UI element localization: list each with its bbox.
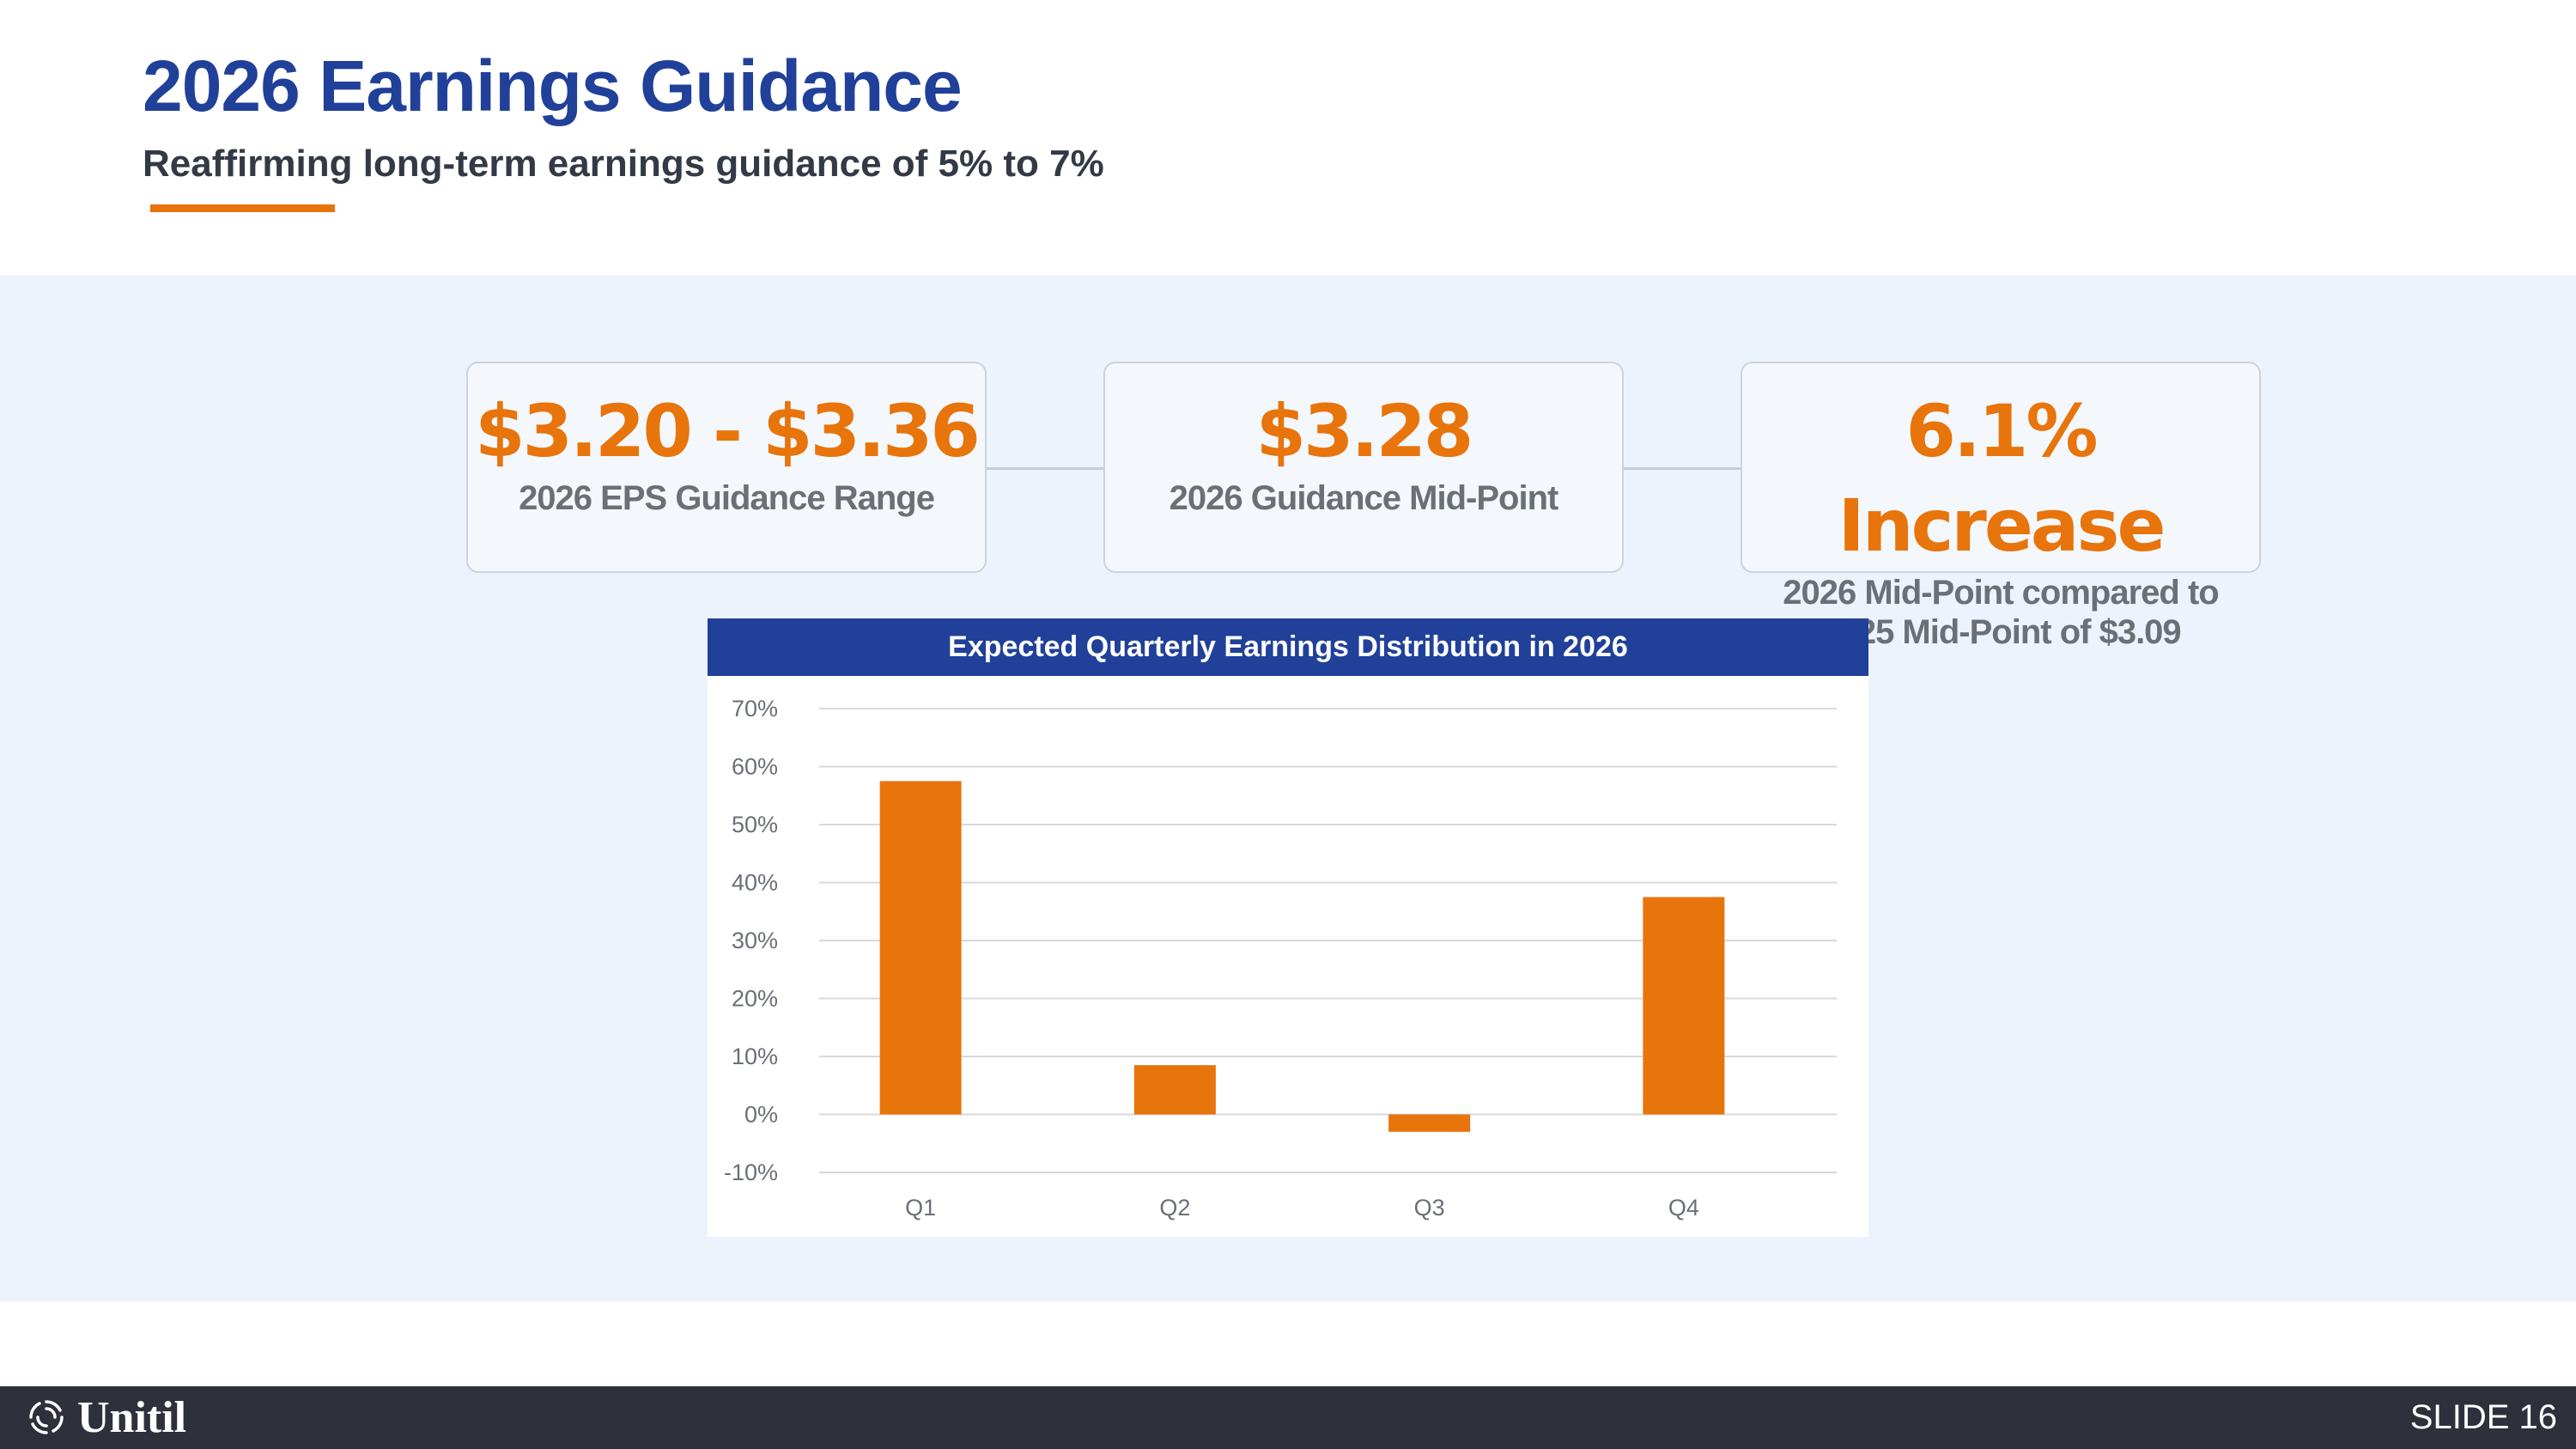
kpi-value: $3.20 - $3.36 (475, 389, 981, 473)
slide-title: 2026 Earnings Guidance (143, 46, 963, 126)
footer-bar: Unitil SLIDE 16 (0, 1386, 2576, 1449)
kpi-card-mid-point: $3.28 2026 Guidance Mid-Point (1103, 362, 1624, 573)
chart-panel: Expected Quarterly Earnings Distribution… (708, 618, 1868, 1237)
y-tick-label: 0% (744, 1102, 778, 1128)
kpi-card-eps-range: $3.20 - $3.36 2026 EPS Guidance Range (466, 362, 987, 573)
y-tick-label: 40% (732, 870, 778, 896)
x-tick-label: Q1 (905, 1195, 936, 1221)
slide-subtitle: Reaffirming long-term earnings guidance … (143, 143, 1104, 185)
kpi-label: 2026 Mid-Point compared to 2025 Mid-Poin… (1783, 574, 2219, 651)
kpi-connector (987, 467, 1103, 470)
bar-q1 (879, 781, 962, 1115)
y-tick-label: 20% (732, 986, 778, 1012)
x-tick-label: Q3 (1414, 1195, 1445, 1221)
kpi-connector (1624, 467, 1741, 470)
y-tick-label: 70% (732, 696, 778, 721)
bar-q3 (1388, 1114, 1471, 1132)
kpi-label: 2026 Guidance Mid-Point (1169, 479, 1559, 517)
kpi-label: 2026 EPS Guidance Range (519, 479, 935, 517)
y-tick-label: -10% (724, 1160, 778, 1185)
company-logo: Unitil (26, 1392, 187, 1442)
y-tick-label: 60% (732, 754, 778, 780)
x-tick-label: Q4 (1668, 1195, 1699, 1221)
bar-q4 (1643, 897, 1725, 1115)
kpi-card-increase: 6.1% Increase 2026 Mid-Point compared to… (1741, 362, 2261, 651)
kpi-value: 6.1% Increase (1838, 389, 2166, 568)
y-tick-label: 30% (732, 928, 778, 953)
bar-chart: 70% 60% 50% 40% 30% 20% 10% 0% -10% Q1 Q2 Q3 Q4 (724, 696, 1837, 1221)
kpi-value: $3.28 (1255, 389, 1474, 473)
bar-q2 (1133, 1065, 1216, 1115)
chart-title: Expected Quarterly Earnings Distribution… (708, 618, 1868, 676)
unitil-logo-icon (29, 1400, 64, 1434)
x-tick-label: Q2 (1159, 1195, 1190, 1221)
logo-text: Unitil (77, 1392, 187, 1442)
y-tick-label: 50% (732, 812, 778, 837)
y-tick-label: 10% (732, 1044, 778, 1069)
slide-number: SLIDE 16 (2409, 1398, 2557, 1436)
title-underline (150, 204, 335, 212)
